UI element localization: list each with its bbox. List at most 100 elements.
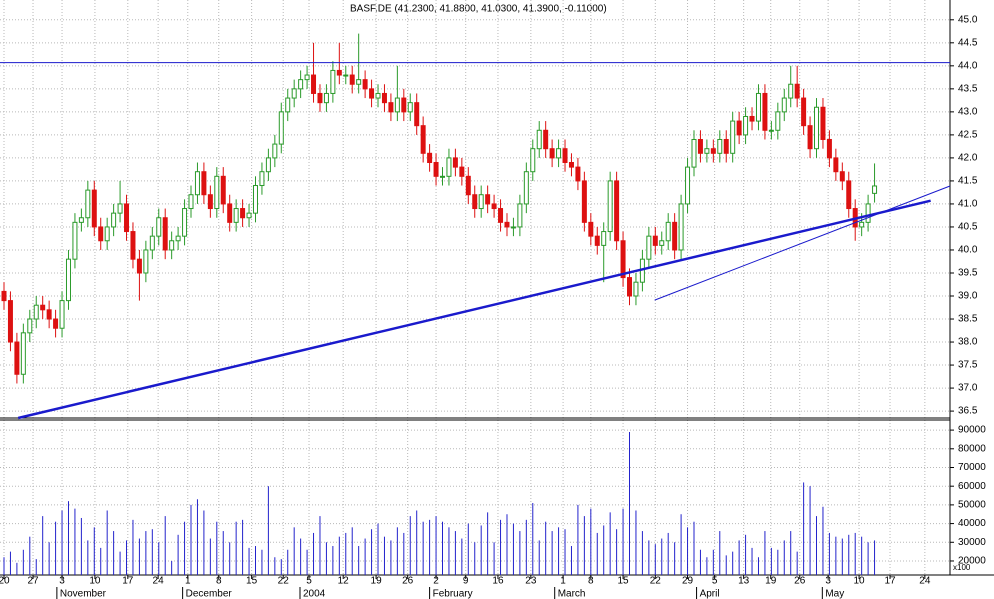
candle-body [381, 92, 387, 104]
candle-body [272, 143, 278, 159]
candle-body [246, 212, 252, 219]
x-tick-label: 1 [185, 576, 191, 587]
candle-body [240, 208, 246, 219]
candle-body [407, 102, 413, 113]
candle-body [530, 148, 536, 173]
month-label: February [433, 589, 473, 599]
x-tick-label: 13 [738, 576, 750, 587]
candle-body [717, 138, 723, 154]
candle-body [523, 171, 529, 205]
volume-tick-label: 90000 [958, 425, 986, 436]
y-tick-label: 44.5 [958, 37, 978, 48]
candle-body [446, 157, 452, 177]
volume-tick-label: 50000 [958, 500, 986, 511]
candle-body [846, 180, 852, 210]
y-tick-label: 43.5 [958, 83, 978, 94]
x-tick-label: 3 [59, 576, 65, 587]
candle-body [104, 226, 110, 242]
candle-body [652, 235, 658, 246]
candle-body [252, 185, 258, 214]
x-tick-label: 1 [560, 576, 566, 587]
candle-body [614, 180, 620, 242]
candle-body [568, 162, 574, 168]
candle-body [214, 175, 220, 210]
candle-body [227, 203, 233, 223]
volume-unit: x100 [953, 563, 971, 572]
x-tick-label: 15 [246, 576, 258, 587]
candle-body [336, 69, 342, 76]
candle-body [723, 138, 729, 154]
candle-body [311, 74, 317, 94]
y-tick-label: 44.0 [958, 60, 978, 71]
candle-body [556, 148, 562, 159]
volume-tick-label: 70000 [958, 462, 986, 473]
candle-body [356, 79, 362, 85]
candle-body [859, 221, 865, 228]
candle-body [504, 221, 510, 228]
y-tick-label: 40.5 [958, 222, 978, 233]
candle-body [736, 120, 742, 136]
candle-body [517, 203, 523, 228]
x-tick-label: 5 [306, 576, 312, 587]
candle-body [788, 83, 794, 99]
candle-body [20, 332, 26, 375]
y-tick-label: 41.5 [958, 176, 978, 187]
candle-body [259, 171, 265, 187]
x-tick-label: 8 [588, 576, 594, 587]
candle-body [646, 235, 652, 260]
candle-body [362, 79, 368, 90]
x-tick-label: 3 [825, 576, 831, 587]
candle-body [588, 221, 594, 237]
candle-body [349, 74, 355, 85]
candle-body [182, 208, 188, 237]
y-tick-label: 39.5 [958, 268, 978, 279]
candle-body [607, 180, 613, 233]
x-tick-label: 22 [278, 576, 290, 587]
candle-body [124, 203, 130, 233]
candle-body [839, 171, 845, 182]
candle-body [685, 166, 691, 205]
candle-body [433, 162, 439, 177]
candle-body [510, 226, 516, 229]
x-tick-label: 16 [492, 576, 504, 587]
candle-body [781, 97, 787, 113]
candle-body [201, 171, 207, 196]
candle-body [581, 180, 587, 223]
x-tick-label: 19 [371, 576, 383, 587]
candle-body [697, 138, 703, 154]
candle-body [233, 208, 239, 223]
volume-tick-label: 30000 [958, 537, 986, 548]
candle-body [175, 235, 181, 242]
candle-body [678, 203, 684, 251]
candle-body [627, 277, 633, 297]
candle-body [472, 194, 478, 210]
x-tick-label: 19 [765, 576, 777, 587]
candle-body [27, 318, 33, 334]
candle-body [149, 235, 155, 251]
x-tick-label: 10 [89, 576, 101, 587]
candle-body [14, 341, 20, 375]
candle-body [46, 309, 52, 320]
candle-body [465, 175, 471, 196]
candle-body [278, 111, 284, 145]
candle-body [375, 92, 381, 99]
candle-body [1, 290, 7, 302]
y-tick-label: 40.0 [958, 245, 978, 256]
x-tick-label: 22 [650, 576, 662, 587]
candle-body [427, 152, 433, 164]
month-label: December [186, 589, 233, 599]
x-tick-label: 8 [216, 576, 222, 587]
candle-body [620, 240, 626, 279]
x-tick-label: 2 [433, 576, 439, 587]
candle-body [826, 138, 832, 159]
candle-body [755, 92, 761, 122]
candle-body [162, 217, 168, 251]
candle-body [285, 97, 291, 113]
candle-body [601, 231, 607, 246]
candle-body [188, 194, 194, 210]
y-tick-label: 41.0 [958, 199, 978, 210]
candle-body [394, 97, 400, 113]
month-label: April [700, 589, 720, 599]
candle-body [388, 102, 394, 113]
